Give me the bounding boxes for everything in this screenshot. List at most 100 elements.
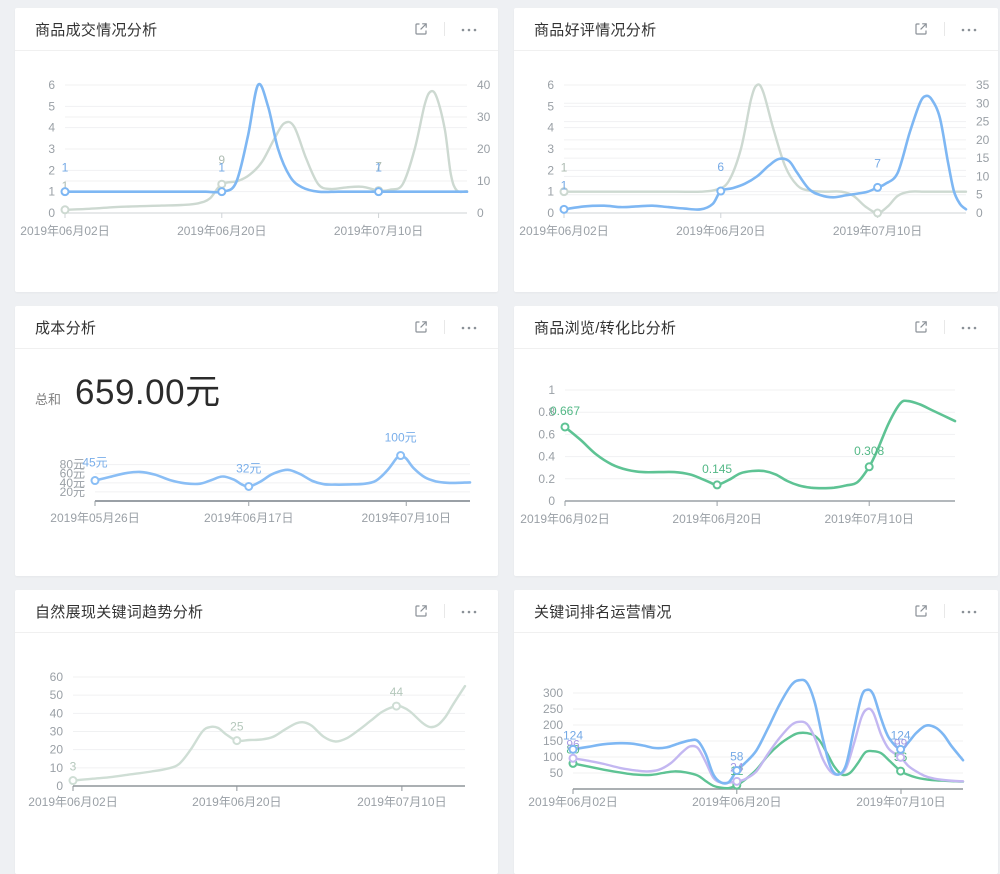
conversion-analysis-chart[interactable]: 2019年06月02日 2019年06月20日 2019年07月10日 0 0.2 0.4… xyxy=(514,350,998,536)
data-point-marker[interactable] xyxy=(568,744,578,754)
y-axis-label-right: 5 xyxy=(976,188,983,202)
keyword-trend-chart[interactable]: 2019年06月02日 2019年06月20日 2019年07月10日 0 10 20 30… xyxy=(15,634,498,874)
open-in-new-button[interactable] xyxy=(411,601,431,621)
data-point-marker[interactable] xyxy=(560,422,570,432)
data-point-marker[interactable] xyxy=(60,187,70,197)
data-point-label: 32元 xyxy=(236,461,261,475)
data-point-marker[interactable] xyxy=(568,753,578,763)
data-point-marker[interactable] xyxy=(712,480,722,490)
y-axis-label-left: 40 xyxy=(50,706,64,720)
more-button[interactable] xyxy=(958,601,980,621)
data-point-label: 1 xyxy=(62,179,69,193)
y-axis-label-left: 250 xyxy=(543,702,563,716)
ellipsis-icon xyxy=(961,610,977,614)
chart-canvas[interactable]: 2019年06月02日 2019年06月20日 2019年07月10日 0 0.2 0.4… xyxy=(514,350,998,536)
y-axis-label-left: 6 xyxy=(48,78,55,92)
chart-canvas[interactable]: 2019年06月02日 2019年06月20日 2019年07月10日0123456… xyxy=(15,52,498,248)
data-point-marker[interactable] xyxy=(873,208,883,218)
review-analysis-chart[interactable]: 2019年06月02日 2019年06月20日 2019年07月10日 0 1 2 3 4 5 6… xyxy=(514,52,998,248)
card-header: 商品浏览/转化比分析 xyxy=(514,306,998,349)
data-point-marker[interactable] xyxy=(896,766,906,776)
deal-analysis-chart[interactable]: 2019年06月02日 2019年06月20日 2019年07月10日 0 1 2 3 4 5 6… xyxy=(15,52,498,248)
card-title: 关键词排名运营情况 xyxy=(534,603,672,621)
y-axis-label-left: 0 xyxy=(547,206,554,220)
data-point-marker[interactable] xyxy=(232,736,242,746)
x-axis-label: 2019年07月10日 xyxy=(362,511,451,525)
series-line-blue xyxy=(63,82,469,194)
data-point-marker[interactable] xyxy=(732,765,742,775)
card-title: 商品浏览/转化比分析 xyxy=(534,319,677,337)
more-button[interactable] xyxy=(458,19,480,39)
data-point-marker[interactable] xyxy=(217,179,227,189)
data-point-marker[interactable] xyxy=(60,205,70,215)
y-axis-label-left: 20 xyxy=(50,743,64,757)
chart-canvas[interactable]: 2019年05月26日 2019年06月17日 2019年07月10日 20元40元6… xyxy=(15,431,498,536)
data-point-marker[interactable] xyxy=(90,476,100,486)
ellipsis-icon xyxy=(961,326,977,330)
card-title: 自然展现关键词趋势分析 xyxy=(35,603,204,621)
open-in-new-button[interactable] xyxy=(911,19,931,39)
y-axis-label-left: 0 xyxy=(48,206,55,220)
data-point-marker[interactable] xyxy=(873,182,883,192)
data-point-marker[interactable] xyxy=(896,744,906,754)
card-title: 商品成交情况分析 xyxy=(35,21,158,39)
data-point-label: 25 xyxy=(230,720,244,734)
data-point-marker[interactable] xyxy=(396,451,406,461)
y-axis-label-left: 3 xyxy=(48,142,55,156)
data-point-label: 1 xyxy=(218,161,225,175)
data-point-marker[interactable] xyxy=(244,481,254,491)
chart-canvas[interactable]: 2019年06月02日 2019年06月20日 2019年07月10日 0 10 20 30… xyxy=(15,634,498,874)
more-button[interactable] xyxy=(958,317,980,337)
y-axis-label-left: 80元 xyxy=(60,458,85,472)
data-point-label: 3 xyxy=(70,760,77,774)
x-axis-label: 2019年06月20日 xyxy=(676,224,765,238)
more-button[interactable] xyxy=(958,19,980,39)
x-axis-label: 2019年05月26日 xyxy=(50,511,139,525)
open-in-new-button[interactable] xyxy=(911,317,931,337)
series-line-green xyxy=(571,731,965,790)
data-point-marker[interactable] xyxy=(391,701,401,711)
y-axis-label-left: 10 xyxy=(50,761,64,775)
card-title: 成本分析 xyxy=(35,319,97,337)
data-point-marker[interactable] xyxy=(559,204,569,214)
more-button[interactable] xyxy=(458,317,480,337)
y-axis-label-left: 1 xyxy=(48,185,55,199)
data-point-marker[interactable] xyxy=(716,186,726,196)
y-axis-label-left: 200 xyxy=(543,718,563,732)
open-in-new-button[interactable] xyxy=(411,19,431,39)
x-axis-label: 2019年06月02日 xyxy=(28,795,117,809)
x-axis-label: 2019年06月02日 xyxy=(520,512,609,526)
data-point-label: 1 xyxy=(62,161,69,175)
chart-canvas[interactable]: 2019年06月02日 2019年06月20日 2019年07月10日0123456… xyxy=(514,52,998,248)
card-deal-analysis: 商品成交情况分析 2019年06月02日 2019年06月20日 2019年07月1… xyxy=(15,8,498,292)
open-in-new-icon xyxy=(915,321,927,333)
data-point-marker[interactable] xyxy=(68,776,78,786)
card-header: 自然展现关键词趋势分析 xyxy=(15,590,498,633)
more-button[interactable] xyxy=(458,601,480,621)
card-actions xyxy=(911,601,980,621)
series-line-blue xyxy=(562,94,968,211)
y-axis-label-left: 20元 xyxy=(60,485,85,499)
data-point-marker[interactable] xyxy=(217,187,227,197)
data-point-marker[interactable] xyxy=(559,187,569,197)
card-review-analysis: 商品好评情况分析 2019年06月02日 2019年06月20日 2019年07月1… xyxy=(514,8,998,292)
open-in-new-icon xyxy=(415,23,427,35)
y-axis-label-left: 50 xyxy=(550,766,564,780)
y-axis-label-left: 6 xyxy=(547,78,554,92)
chart-canvas[interactable]: 2019年06月02日 2019年06月20日 2019年07月10日 50 100 15… xyxy=(514,634,998,874)
data-point-marker[interactable] xyxy=(374,187,384,197)
y-axis-label-right: 15 xyxy=(976,151,990,165)
x-axis-label: 2019年06月20日 xyxy=(692,795,781,809)
card-actions xyxy=(411,601,480,621)
y-axis-label-right: 25 xyxy=(976,115,990,129)
data-point-marker[interactable] xyxy=(896,752,906,762)
y-axis-label-left: 2 xyxy=(48,163,55,177)
data-point-marker[interactable] xyxy=(864,462,874,472)
y-axis-label-left: 1 xyxy=(547,185,554,199)
keyword-rank-chart[interactable]: 2019年06月02日 2019年06月20日 2019年07月10日 50 100 15… xyxy=(514,634,998,874)
open-in-new-button[interactable] xyxy=(911,601,931,621)
data-point-marker[interactable] xyxy=(732,776,742,786)
open-in-new-button[interactable] xyxy=(411,317,431,337)
open-in-new-icon xyxy=(915,605,927,617)
cost-analysis-chart[interactable]: 2019年05月26日 2019年06月17日 2019年07月10日 20元 40元 6… xyxy=(15,431,498,536)
